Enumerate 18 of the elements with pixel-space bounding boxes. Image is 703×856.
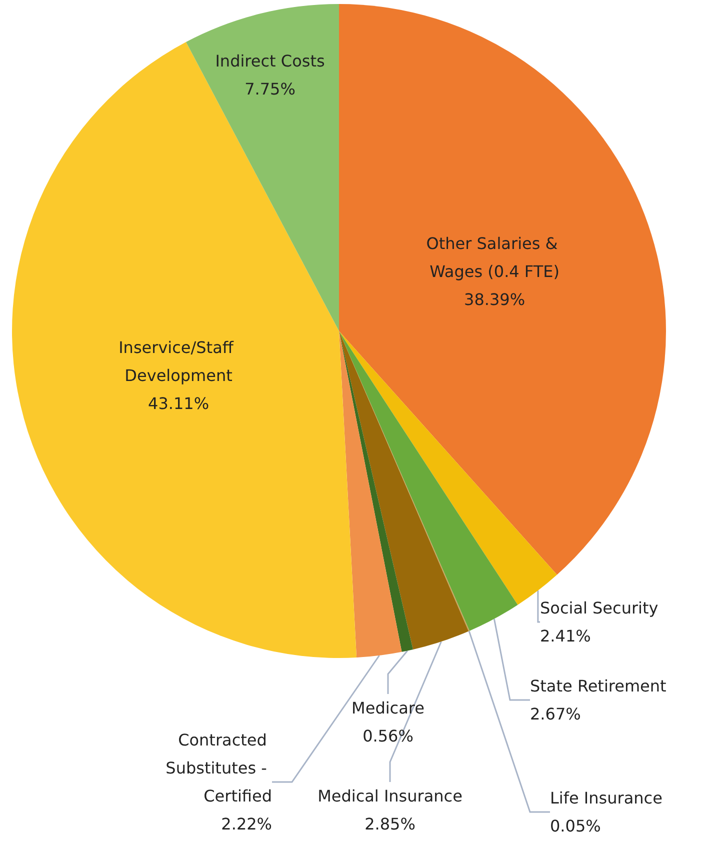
slice-label: Medicare	[352, 698, 424, 718]
slice-label: Indirect Costs	[215, 52, 325, 70]
data-label: 2.85%	[364, 814, 416, 834]
slice-label: Inservice/Staff Development	[118, 338, 238, 385]
data-label: 38.39%	[464, 290, 526, 310]
slice-label: State Retirement	[530, 676, 666, 696]
slice-label: Other Salaries & Wages (0.4 FTE)	[426, 234, 563, 282]
data-label: 0.05%	[550, 816, 601, 836]
data-label: 43.11%	[148, 394, 210, 413]
data-label: 2.41%	[540, 626, 591, 646]
slice-label: Social Security	[540, 598, 658, 618]
slice-label: Medical Insurance	[318, 786, 462, 806]
data-label: 2.22%	[221, 814, 272, 834]
data-label: 0.56%	[362, 726, 414, 746]
data-label: 7.75%	[244, 80, 296, 98]
slice-label: Life Insurance	[550, 788, 662, 808]
slice-label: Contracted Substitutes - Certified	[166, 730, 272, 806]
data-label: 2.67%	[530, 704, 581, 724]
